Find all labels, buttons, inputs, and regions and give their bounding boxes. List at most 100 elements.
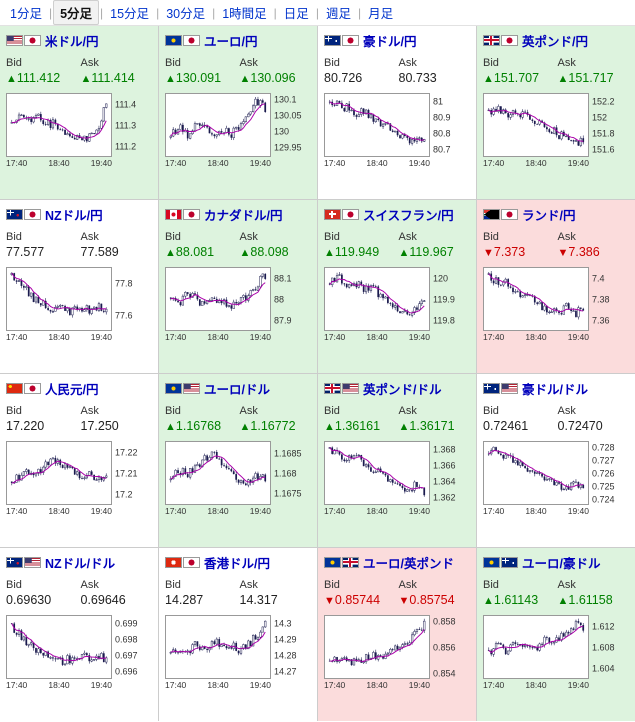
- flag-za-icon: [483, 208, 500, 220]
- price-tick-label: 0.698: [115, 634, 138, 645]
- pair-panel-hk-jp[interactable]: 香港ドル/円 Bid Ask 14.287 14.317 17:40 18:40 1…: [159, 548, 317, 721]
- pair-panel-gb-jp[interactable]: 英ポンド/円 Bid Ask ▲151.707 ▲151.717 17:40 18…: [477, 26, 635, 199]
- ask-price: 80.733: [398, 71, 437, 85]
- flag-nz-icon: [6, 556, 23, 568]
- ask-label: Ask: [239, 57, 258, 69]
- pair-name[interactable]: ランド/円: [522, 208, 576, 223]
- pair-name[interactable]: 香港ドル/円: [204, 556, 270, 571]
- tab-timeframe-1[interactable]: 1分足: [10, 7, 42, 21]
- pair-name[interactable]: ユーロ/豪ドル: [522, 556, 601, 571]
- bid-label: Bid: [483, 405, 499, 417]
- ask-value: 17.250: [81, 419, 156, 433]
- pair-panel-cn-jp[interactable]: 人民元/円 Bid Ask 17.220 17.250 17:40 18:40 19…: [0, 374, 158, 547]
- time-tick-label: 18:40: [207, 680, 229, 690]
- tab-timeframe-8[interactable]: 月足: [368, 7, 394, 21]
- plot-column: 17:40 18:40 19:40: [324, 441, 430, 516]
- tab-timeframe-7[interactable]: 週足: [325, 7, 351, 21]
- pair-panel-eu-gb[interactable]: ユーロ/英ポンド Bid Ask ▼0.85744 ▼0.85754 17:40…: [318, 548, 476, 721]
- pair-panel-gb-us[interactable]: 英ポンド/ドル Bid Ask ▲1.36161 ▲1.36171 17:40 1…: [318, 374, 476, 547]
- plot-column: 17:40 18:40 19:40: [6, 615, 112, 690]
- ask-label: Ask: [557, 579, 576, 591]
- flag-au-icon: [324, 34, 341, 46]
- pair-name[interactable]: カナダドル/円: [204, 208, 283, 223]
- price-tick-label: 77.6: [115, 310, 133, 321]
- time-axis: 17:40 18:40 19:40: [165, 506, 271, 516]
- pair-panel-eu-us[interactable]: ユーロ/ドル Bid Ask ▲1.16768 ▲1.16772 17:40 18…: [159, 374, 317, 547]
- pair-name[interactable]: 英ポンド/ドル: [363, 382, 442, 397]
- price-tick-label: 0.858: [433, 616, 456, 627]
- pair-name[interactable]: スイスフラン/円: [363, 208, 454, 223]
- pair-name[interactable]: 豪ドル/ドル: [522, 382, 588, 397]
- pair-header: 豪ドル/円: [324, 31, 473, 49]
- pair-panel-nz-us[interactable]: NZドル/ドル Bid Ask 0.69630 0.69646 17:40 18:…: [0, 548, 158, 721]
- pair-panel-au-us[interactable]: 豪ドル/ドル Bid Ask 0.72461 0.72470 17:40 18:4…: [477, 374, 635, 547]
- bid-price: 7.373: [493, 245, 526, 259]
- ask-label: Ask: [557, 405, 576, 417]
- pair-name[interactable]: 英ポンド/円: [522, 34, 588, 49]
- tab-timeframe-3[interactable]: 15分足: [110, 7, 150, 21]
- ask-price: 0.69646: [80, 593, 126, 607]
- tab-separator: |: [156, 5, 160, 20]
- pair-panel-us-jp[interactable]: 米ドル/円 Bid Ask ▲111.412 ▲111.414 17:40 18:…: [0, 26, 158, 199]
- bid-value: ▲1.36161: [324, 419, 399, 433]
- bid-direction-arrow-icon: ▲: [165, 73, 176, 85]
- timeframe-tabbar: 1分足 | 5分足 | 15分足 | 30分足 | 1時間足 | 日足 | 週足 | 月足: [0, 0, 635, 26]
- bid-ask-values: ▲130.091 ▲130.096: [165, 71, 314, 85]
- pair-panel-nz-jp[interactable]: NZドル/円 Bid Ask 77.577 77.589 17:40 18:40 1…: [0, 200, 158, 373]
- time-tick-label: 17:40: [324, 506, 346, 516]
- flag-us-icon: [501, 382, 518, 394]
- bid-label: Bid: [165, 579, 181, 591]
- pair-header: 豪ドル/ドル: [483, 379, 632, 397]
- pair-name[interactable]: ユーロ/ドル: [204, 382, 270, 397]
- tab-timeframe-5[interactable]: 1時間足: [222, 7, 267, 21]
- pair-panel-za-jp[interactable]: ランド/円 Bid Ask ▼7.373 ▼7.386 17:40 18:40 19…: [477, 200, 635, 373]
- price-axis: 88.1 88 87.9: [271, 267, 309, 333]
- time-tick-label: 17:40: [6, 158, 28, 168]
- ask-value: ▲1.61158: [558, 593, 633, 607]
- time-tick-label: 17:40: [165, 332, 187, 342]
- time-tick-label: 18:40: [366, 680, 388, 690]
- bid-ask-values: ▲1.16768 ▲1.16772: [165, 419, 314, 433]
- chart-block: 17:40 18:40 19:40 120 119.9 119.8: [324, 267, 473, 342]
- ask-price: 77.589: [80, 245, 119, 259]
- pair-name[interactable]: 人民元/円: [45, 382, 99, 397]
- time-tick-label: 19:40: [249, 680, 271, 690]
- pair-panel-ca-jp[interactable]: カナダドル/円 Bid Ask ▲88.081 ▲88.098 17:40 18:…: [159, 200, 317, 373]
- bid-ask-values: ▲1.36161 ▲1.36171: [324, 419, 473, 433]
- pair-panel-ch-jp[interactable]: スイスフラン/円 Bid Ask ▲119.949 ▲119.967 17:40…: [318, 200, 476, 373]
- time-axis: 17:40 18:40 19:40: [324, 332, 430, 342]
- pair-name[interactable]: ユーロ/英ポンド: [363, 556, 454, 571]
- tab-timeframe-6[interactable]: 日足: [283, 7, 309, 21]
- pair-name[interactable]: 米ドル/円: [45, 34, 99, 49]
- time-tick-label: 18:40: [207, 506, 229, 516]
- tab-separator: |: [273, 5, 277, 20]
- price-tick-label: 88: [274, 294, 285, 305]
- tab-timeframe-4[interactable]: 30分足: [166, 7, 206, 21]
- price-axis: 130.1 130.05 130 129.95: [271, 93, 309, 159]
- time-tick-label: 17:40: [324, 680, 346, 690]
- pair-panel-eu-au[interactable]: ユーロ/豪ドル Bid Ask ▲1.61143 ▲1.61158 17:40 1…: [477, 548, 635, 721]
- pair-name[interactable]: 豪ドル/円: [363, 34, 417, 49]
- bid-label: Bid: [6, 57, 22, 69]
- bid-price: 14.287: [165, 593, 204, 607]
- candlestick-chart: [324, 267, 430, 331]
- pair-name[interactable]: NZドル/ドル: [45, 556, 116, 571]
- pair-name[interactable]: NZドル/円: [45, 208, 103, 223]
- pair-panel-au-jp[interactable]: 豪ドル/円 Bid Ask 80.726 80.733 17:40 18:40 19…: [318, 26, 476, 199]
- time-tick-label: 19:40: [567, 680, 589, 690]
- bid-value: ▲1.16768: [165, 419, 240, 433]
- time-tick-label: 18:40: [207, 158, 229, 168]
- bid-direction-arrow-icon: ▲: [165, 421, 176, 433]
- price-tick-label: 0.725: [592, 481, 615, 492]
- bid-ask-labels: Bid Ask: [165, 405, 314, 417]
- price-tick-label: 14.29: [274, 634, 297, 645]
- pair-panel-eu-jp[interactable]: ユーロ/円 Bid Ask ▲130.091 ▲130.096 17:40 18:…: [159, 26, 317, 199]
- bid-ask-values: 14.287 14.317: [165, 593, 314, 607]
- chart-block: 17:40 18:40 19:40 7.4 7.38 7.36: [483, 267, 632, 342]
- tab-timeframe-2[interactable]: 5分足: [53, 0, 100, 25]
- pair-name[interactable]: ユーロ/円: [204, 34, 258, 49]
- time-tick-label: 17:40: [6, 332, 28, 342]
- price-tick-label: 0.728: [592, 442, 615, 453]
- flag-eu-icon: [324, 556, 341, 568]
- candlestick-chart: [483, 267, 589, 331]
